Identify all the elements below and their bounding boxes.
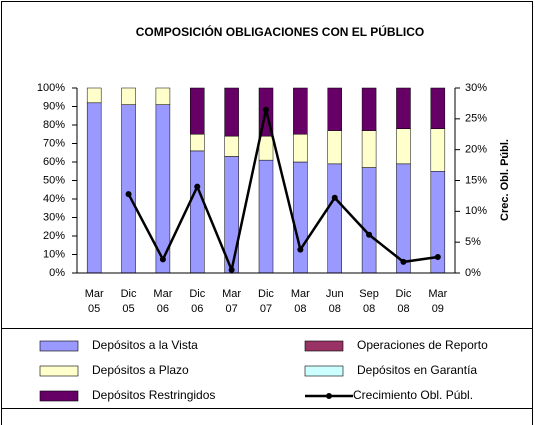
- y-tick-label: 30%: [43, 211, 65, 223]
- legend-label: Depósitos Restringidos: [92, 388, 215, 402]
- bar-segment: [327, 87, 342, 131]
- legend-label: Depósitos a la Vista: [92, 338, 198, 352]
- bar-segment: [258, 159, 274, 274]
- y-tick-label: 20%: [43, 230, 65, 242]
- bar-segment: [86, 87, 102, 104]
- legend-swatch: [39, 340, 79, 352]
- bar-segment: [224, 87, 239, 137]
- x-tick-label: Mar 05: [84, 288, 104, 315]
- legend-swatch: [304, 365, 344, 377]
- legend-swatch: [39, 390, 79, 402]
- line: [127, 109, 438, 275]
- bar-segment: [327, 130, 342, 165]
- y-tick-label: 100%: [37, 82, 65, 94]
- bar-segment: [430, 87, 446, 129]
- y2-axis-label: Crec. Obl. Públ.: [499, 139, 511, 221]
- x-tick-label: Mar 06: [153, 288, 173, 315]
- line-point: [366, 231, 373, 238]
- bar-segment: [155, 87, 171, 105]
- y2-tick-label: 15%: [465, 174, 487, 186]
- x-tick-label: Dic 06: [189, 288, 206, 315]
- bar-segment: [327, 163, 342, 274]
- bar-segment: [396, 87, 411, 129]
- line-point: [194, 183, 201, 190]
- x-tick-label: Sep 08: [359, 288, 379, 315]
- y-tick-label: 70%: [43, 137, 65, 149]
- line-point: [434, 253, 441, 260]
- bar-segment: [430, 128, 446, 172]
- bar-segment: [293, 134, 308, 163]
- legend-label: Depósitos a Plazo: [92, 363, 189, 377]
- bar-segment: [293, 87, 308, 135]
- bar-segment: [121, 87, 136, 105]
- y-tick-label: 0%: [49, 267, 65, 279]
- bar-segment: [396, 128, 411, 165]
- x-tick-label: Mar 09: [428, 288, 448, 315]
- bar-segment: [361, 130, 377, 168]
- y-tick-label: 40%: [43, 193, 65, 205]
- bar-segment: [190, 150, 205, 274]
- line-point: [263, 106, 269, 113]
- line-point: [297, 246, 304, 253]
- x-tick-label: Dic 05: [120, 288, 137, 315]
- legend-label: Operaciones de Reporto: [357, 338, 488, 352]
- x-tick-label: Jun 08: [325, 288, 344, 315]
- line-point: [228, 266, 235, 273]
- line-point: [400, 258, 407, 265]
- bar-segment: [361, 167, 377, 274]
- legend-label: Crecimiento Obl. Públ.: [353, 388, 473, 402]
- legend-marker: [326, 393, 332, 399]
- line-point: [125, 191, 132, 198]
- y2-tick-label: 20%: [465, 144, 487, 156]
- y-tick-label: 50%: [43, 174, 65, 186]
- y2-tick-label: 10%: [465, 205, 487, 217]
- y-tick-label: 80%: [43, 119, 65, 131]
- line-point: [159, 256, 166, 263]
- y2-tick-label: 5%: [465, 236, 481, 248]
- bar-segment: [121, 104, 136, 274]
- legend-swatch: [304, 340, 344, 352]
- y2-tick-label: 0%: [465, 267, 481, 279]
- bar-segment: [258, 135, 274, 161]
- bar-segment: [190, 87, 205, 135]
- legend-swatch: [39, 365, 79, 377]
- chart-title: COMPOSICIÓN OBLIGACIONES CON EL PÚBLICO: [136, 24, 424, 39]
- y2-tick-label: 25%: [465, 113, 487, 125]
- x-tick-label: Dic 07: [258, 288, 274, 315]
- y2-tick-label: 30%: [465, 82, 487, 94]
- x-tick-label: Mar 08: [290, 288, 310, 315]
- bar-segment: [361, 87, 377, 131]
- y-tick-label: 10%: [43, 248, 65, 260]
- x-tick-label: Dic 08: [395, 288, 412, 315]
- bar-segment: [86, 102, 102, 274]
- x-tick-label: Mar 07: [222, 288, 242, 315]
- legend-label: Depósitos en Garantía: [357, 363, 477, 377]
- line-point: [331, 194, 338, 201]
- bar-segment: [224, 135, 239, 157]
- y-tick-label: 60%: [43, 156, 65, 168]
- y-tick-label: 90%: [43, 100, 65, 112]
- bar-segment: [293, 161, 308, 274]
- bar-segment: [190, 134, 205, 152]
